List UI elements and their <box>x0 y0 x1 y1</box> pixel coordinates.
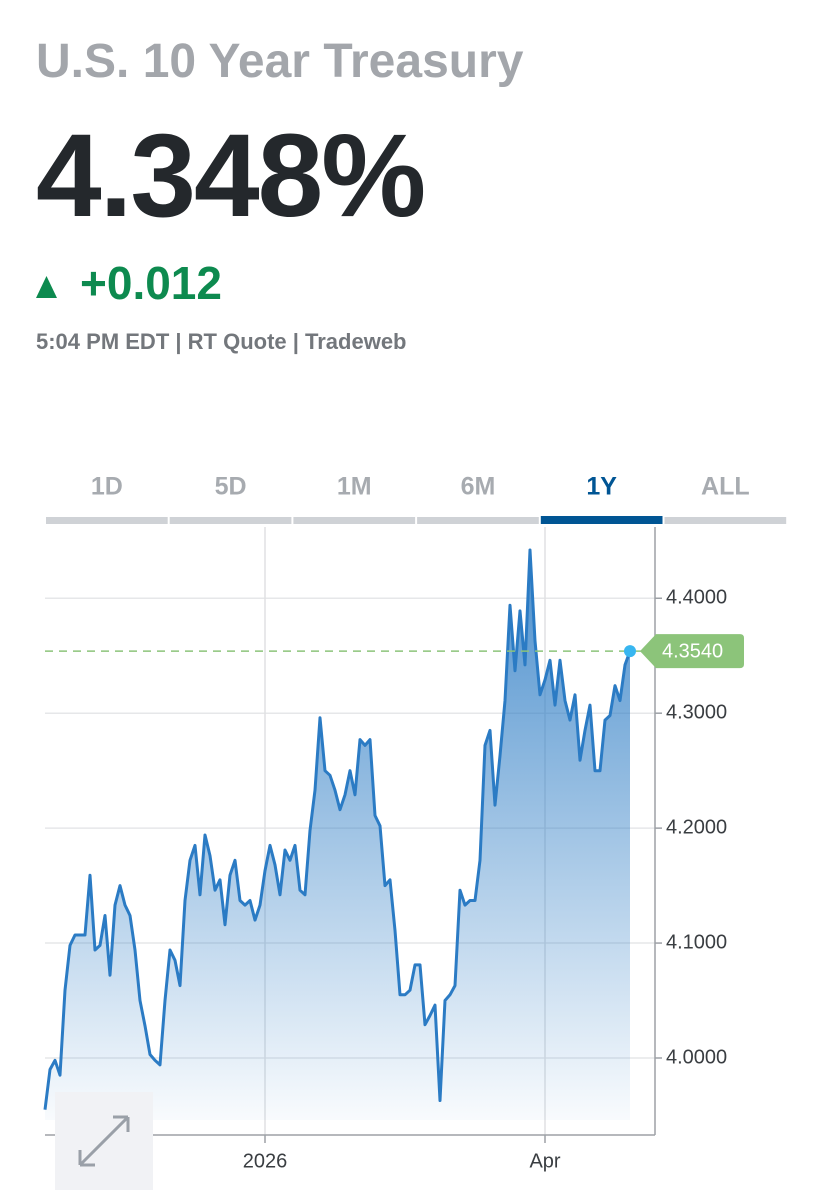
tab-underline <box>46 517 168 524</box>
area <box>45 550 630 1120</box>
tab[interactable]: ALL <box>701 473 750 501</box>
y-tick-label: 4.4000 <box>666 587 727 609</box>
x-tick-label: Apr <box>529 1150 560 1172</box>
price: 4.348% <box>36 110 426 242</box>
y-tick-label: 4.3000 <box>666 701 727 723</box>
y-tick-label: 4.0000 <box>666 1046 727 1068</box>
y-tick-label: 4.2000 <box>666 816 727 838</box>
tab[interactable]: 1Y <box>586 473 617 501</box>
line <box>43 548 632 1110</box>
tab-underline <box>293 517 416 524</box>
y-tick-label: 4.1000 <box>666 931 727 953</box>
tab-underline <box>417 517 539 524</box>
expand-icon <box>78 1115 130 1167</box>
tab-underline <box>664 517 787 524</box>
change: +0.012 <box>80 257 222 309</box>
tab[interactable]: 1M <box>337 473 372 501</box>
tab-underline <box>540 516 663 524</box>
tab[interactable]: 5D <box>215 473 247 501</box>
x-tick-label: 2026 <box>243 1150 288 1172</box>
current-badge <box>640 634 744 669</box>
title: U.S. 10 Year Treasury <box>36 35 524 88</box>
current-dot <box>624 645 636 658</box>
up-arrow <box>36 276 57 298</box>
tab-underline <box>169 517 292 524</box>
tab[interactable]: 1D <box>91 473 123 501</box>
current-label: 4.3540 <box>662 640 723 662</box>
source-line: 5:04 PM EDT | RT Quote | Tradeweb <box>36 329 407 354</box>
tab[interactable]: 6M <box>461 473 496 501</box>
